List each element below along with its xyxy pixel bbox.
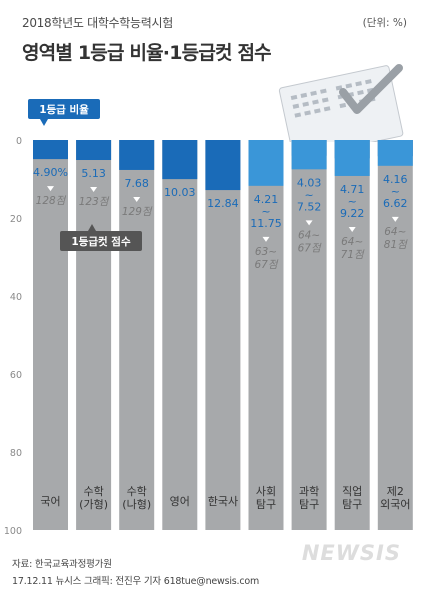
cut-label: 63~ (255, 246, 277, 258)
cut-label: 67점 (254, 259, 278, 271)
bar-rest (205, 140, 241, 530)
category-label: (나형) (122, 498, 151, 511)
page-title: 영역별 1등급 비율·1등급컷 점수 (22, 42, 272, 64)
cut-label: 123점 (79, 196, 110, 208)
unit-label: (단위: %) (362, 17, 407, 29)
data-label: 4.03 (297, 176, 322, 189)
cut-label: 67점 (298, 242, 322, 254)
data-label: 4.16 (383, 173, 408, 186)
legend-ratio-label: 1등급 비율 (39, 103, 89, 116)
data-label: 6.62 (383, 197, 408, 210)
bar-rest (248, 140, 284, 530)
cut-label: 129점 (122, 206, 153, 218)
y-tick-label: 40 (10, 292, 22, 303)
data-label: ~ (348, 195, 357, 208)
y-tick-label: 0 (16, 136, 22, 147)
data-label: ~ (261, 205, 270, 218)
bar-rest (119, 140, 155, 530)
category-label: 외국어 (380, 498, 410, 511)
credit-label: 17.12.11 뉴시스 그래픽: 전진우 기자 618tue@newsis.c… (12, 576, 260, 587)
cut-label: 128점 (36, 195, 67, 207)
bar-ratio (119, 140, 155, 170)
cut-label: 64~ (298, 229, 320, 241)
bar-rest (334, 140, 370, 530)
bar-rest (76, 140, 112, 530)
y-tick-label: 20 (10, 214, 22, 225)
cut-label: 81점 (384, 239, 408, 251)
data-label: 5.13 (81, 167, 106, 180)
data-label: 4.71 (340, 183, 365, 196)
bar-ratio-range (248, 140, 284, 186)
data-label: 10.03 (164, 186, 196, 199)
down-marker (348, 226, 356, 232)
legend-ratio-box (28, 99, 100, 119)
data-label: ~ (304, 188, 313, 201)
category-label: 탐구 (256, 498, 276, 511)
legend-cut-box (60, 231, 142, 251)
category-label: 수학 (83, 485, 103, 498)
data-label: 7.52 (297, 200, 322, 213)
down-marker (133, 196, 141, 202)
legend-ratio-pointer (40, 119, 48, 126)
down-marker (90, 187, 98, 193)
bar-ratio (162, 140, 198, 180)
category-label: 제2 (387, 485, 404, 498)
category-label: (가형) (79, 498, 108, 511)
bar-rest (162, 140, 198, 530)
ratio-chart: 0204060801004.90%128점국어5.13123점수학(가형)7.6… (4, 99, 413, 537)
cut-label: 64~ (341, 236, 363, 248)
bar-ratio-range (291, 140, 327, 170)
data-label: 9.22 (340, 207, 365, 220)
source-label: 자료: 한국교육과정평가원 (12, 559, 112, 570)
down-marker (305, 220, 313, 226)
data-label: 4.21 (254, 193, 279, 206)
bar-ratio-range (377, 140, 413, 166)
bar-rest (291, 140, 327, 530)
down-marker (262, 236, 270, 242)
category-label: 사회 (256, 485, 276, 498)
category-label: 한국사 (208, 495, 238, 508)
data-label: 7.68 (124, 177, 149, 190)
data-label: 4.90% (33, 166, 68, 179)
newsis-watermark: NEWSIS (301, 541, 401, 565)
legend-cut-pointer (88, 224, 96, 231)
data-label: ~ (391, 185, 400, 198)
data-label: 11.75 (250, 217, 282, 230)
bar-ratio (205, 140, 241, 191)
data-label: 12.84 (207, 197, 239, 210)
legend-cut-label: 1등급컷 점수 (71, 235, 131, 248)
bar-rest (377, 140, 413, 530)
category-label: 영어 (170, 495, 190, 508)
category-label: 과학 (299, 485, 319, 498)
category-label: 탐구 (299, 498, 319, 511)
y-tick-label: 100 (4, 526, 22, 537)
bar-ratio (76, 140, 112, 161)
down-marker (47, 186, 54, 192)
category-label: 수학 (127, 485, 147, 498)
bar-ratio (33, 140, 68, 160)
y-tick-label: 80 (10, 448, 22, 459)
category-label: 탐구 (342, 498, 362, 511)
y-tick-label: 60 (10, 370, 22, 381)
subtitle: 2018학년도 대학수학능력시험 (22, 16, 173, 30)
bar-ratio-range (334, 140, 370, 176)
bar-rest (33, 140, 68, 530)
category-label: 국어 (40, 495, 60, 508)
cut-label: 71점 (341, 249, 365, 261)
answer-sheet-illustration (278, 64, 404, 142)
down-marker (391, 216, 399, 222)
cut-label: 64~ (384, 226, 406, 238)
category-label: 직업 (342, 485, 362, 498)
